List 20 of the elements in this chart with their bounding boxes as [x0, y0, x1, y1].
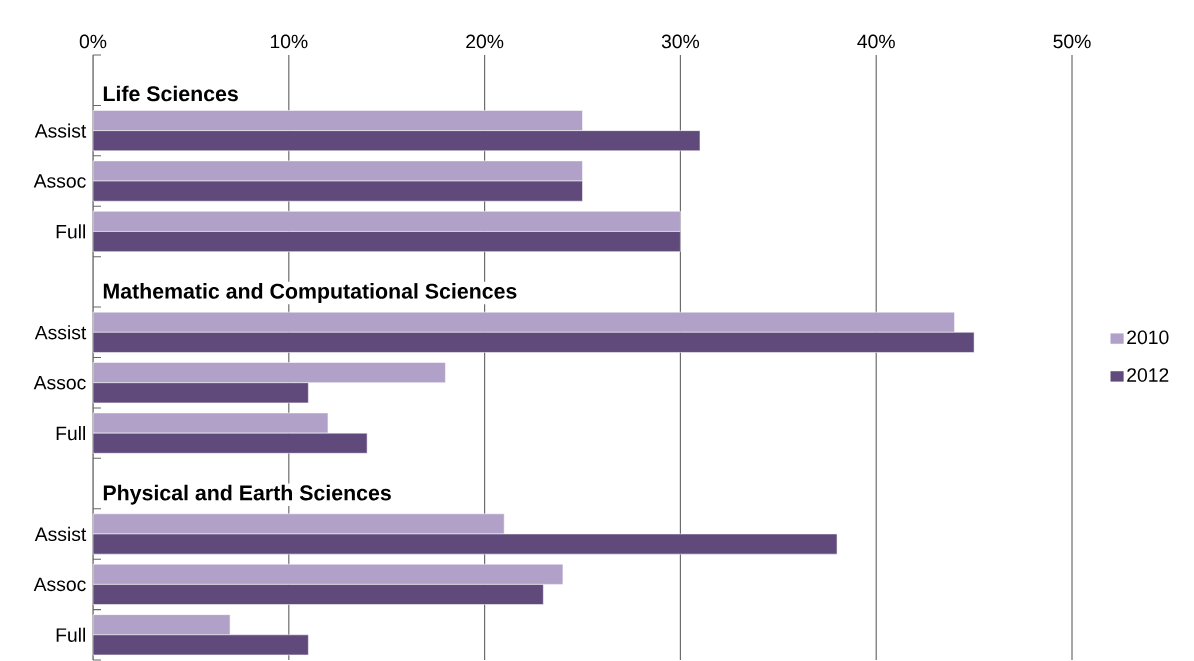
y-tick-label: Assist [34, 325, 87, 340]
x-tick-label: 40% [857, 34, 895, 49]
y-tick-label: Assist [34, 526, 87, 542]
y-tick-label: Assoc [33, 375, 86, 390]
y-tick-label: Assoc [33, 174, 86, 188]
annotation: Physical and Earth Sciences [103, 484, 391, 505]
legend-label: 2010 [1127, 330, 1169, 345]
annotation: Life Sciences [103, 85, 238, 102]
legend-label: 2012 [1127, 368, 1169, 382]
x-tick-label: 10% [270, 34, 308, 49]
x-tick-label: 20% [466, 34, 504, 49]
annotation: Mathematic and Computational Sciences [103, 283, 517, 303]
x-tick-label: 50% [1053, 34, 1091, 49]
y-tick-label: Full [56, 224, 86, 239]
x-tick-label: 0% [79, 34, 107, 49]
y-tick-label: Assoc [33, 577, 86, 592]
y-tick-label: Full [56, 426, 86, 441]
y-tick-label: Assist [34, 123, 87, 138]
x-tick-label: 30% [661, 34, 700, 49]
y-tick-label: Full [56, 627, 86, 642]
